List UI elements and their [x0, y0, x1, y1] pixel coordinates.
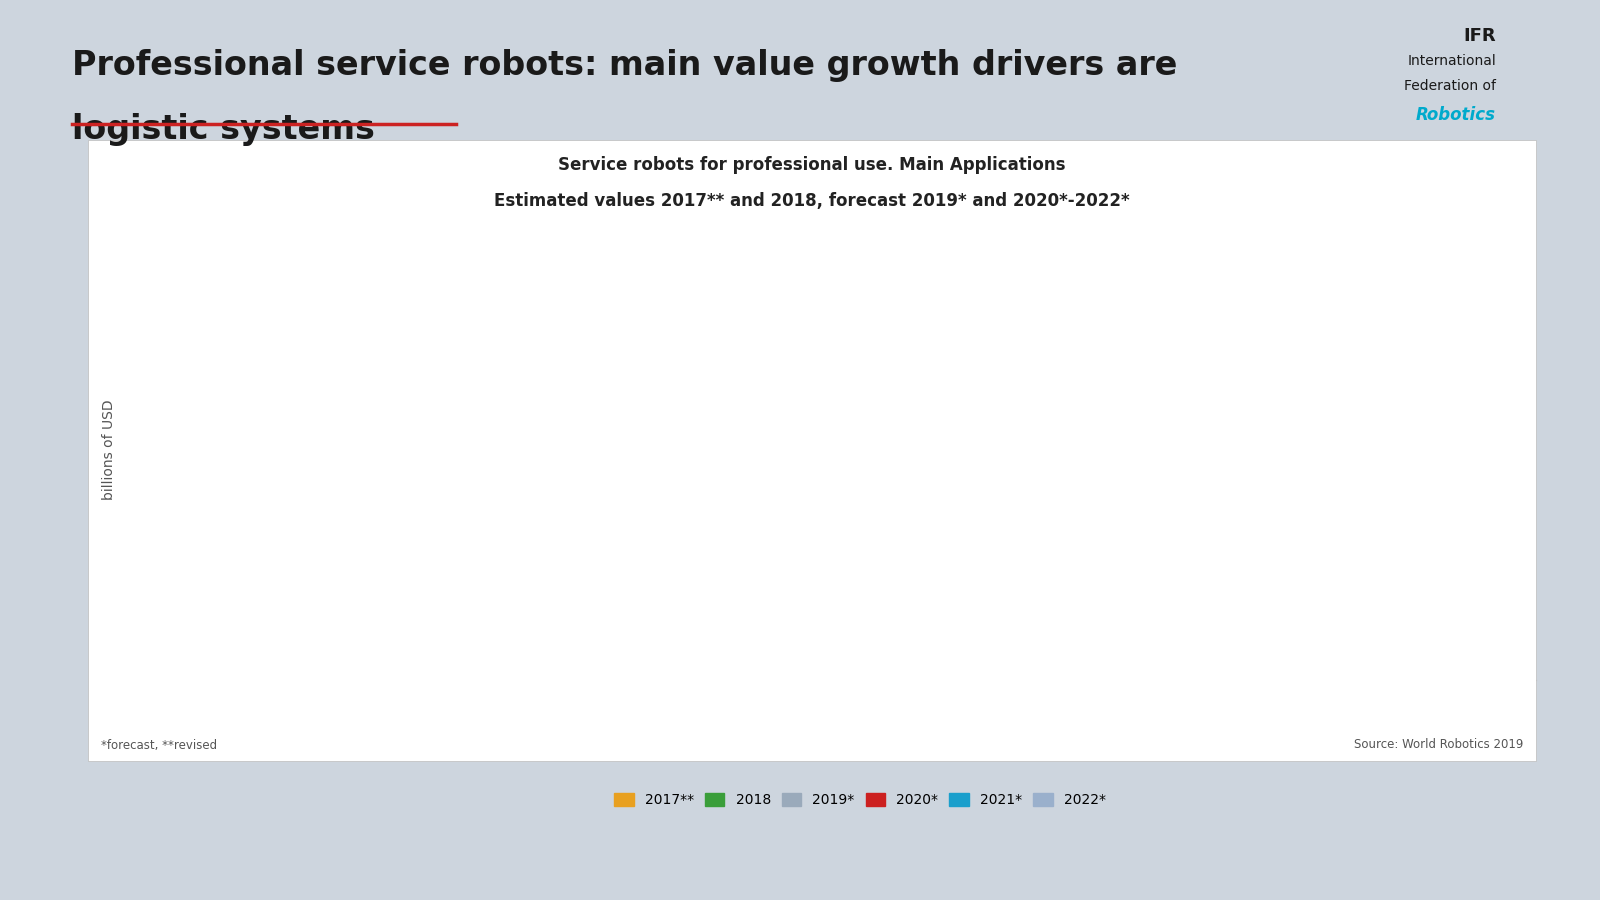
- Text: billions of USD: billions of USD: [102, 400, 115, 500]
- Bar: [1077, 653, 1112, 680]
- Bar: [1198, 662, 1234, 680]
- Bar: [210, 634, 245, 680]
- Text: 1.0: 1.0: [931, 645, 952, 659]
- Text: 2.8: 2.8: [602, 612, 622, 625]
- Legend: 2017**, 2018, 2019*, 2020*, 2021*, 2022*: 2017**, 2018, 2019*, 2020*, 2021*, 2022*: [608, 788, 1112, 813]
- Bar: [1274, 657, 1309, 680]
- Text: International: International: [1408, 54, 1496, 68]
- Bar: [709, 554, 744, 680]
- Text: 3.7: 3.7: [640, 595, 661, 608]
- Text: logistic systems: logistic systems: [72, 112, 374, 146]
- Bar: [1000, 657, 1035, 680]
- Text: Robotics: Robotics: [1416, 106, 1496, 124]
- Bar: [1312, 655, 1347, 680]
- Bar: [1235, 661, 1270, 680]
- Text: 14.1: 14.1: [365, 419, 395, 432]
- Bar: [557, 638, 592, 680]
- Text: 1.2: 1.2: [1282, 642, 1302, 655]
- Text: Service robots for professional use. Main Applications: Service robots for professional use. Mai…: [558, 156, 1066, 174]
- Text: 9.1: 9.1: [754, 513, 774, 526]
- Text: 1.3: 1.3: [1320, 640, 1341, 652]
- Bar: [632, 610, 667, 680]
- Text: 1.0: 1.0: [893, 645, 914, 659]
- Bar: [248, 610, 283, 680]
- Bar: [886, 661, 922, 680]
- Text: 5.7: 5.7: [293, 577, 314, 590]
- Text: 6.7: 6.7: [717, 558, 738, 571]
- Text: Professional service robots: main value growth drivers are: Professional service robots: main value …: [72, 50, 1178, 83]
- Bar: [400, 258, 435, 680]
- Text: 3.7: 3.7: [254, 595, 275, 608]
- Text: 8.9: 8.9: [331, 517, 352, 529]
- Text: 0.9: 0.9: [1205, 647, 1226, 661]
- Text: 5.0: 5.0: [678, 590, 699, 603]
- Bar: [962, 659, 997, 680]
- Text: 1.5: 1.5: [1357, 636, 1378, 649]
- Bar: [1389, 648, 1424, 680]
- Bar: [923, 661, 958, 680]
- Bar: [747, 509, 782, 680]
- Text: 1.1: 1.1: [970, 644, 990, 657]
- Text: 22.5: 22.5: [403, 262, 432, 275]
- Bar: [595, 627, 630, 680]
- Bar: [1038, 655, 1074, 680]
- Bar: [325, 513, 360, 680]
- Text: IFR: IFR: [1464, 27, 1496, 45]
- Bar: [286, 572, 322, 680]
- Text: 1.3: 1.3: [1045, 640, 1066, 652]
- Text: 2.4: 2.4: [218, 619, 238, 633]
- Text: Source: World Robotics 2019: Source: World Robotics 2019: [1354, 739, 1523, 752]
- Text: 1.0: 1.0: [1243, 645, 1264, 659]
- Bar: [1350, 652, 1386, 680]
- Text: 1.7: 1.7: [1395, 633, 1416, 645]
- Text: 1.4: 1.4: [1083, 638, 1104, 651]
- Bar: [670, 586, 706, 680]
- Text: Federation of: Federation of: [1405, 79, 1496, 94]
- Text: 2.2: 2.2: [563, 623, 584, 636]
- Text: 1.2: 1.2: [1008, 642, 1029, 655]
- Text: *forecast, **revised: *forecast, **revised: [101, 739, 218, 752]
- Text: Estimated values 2017** and 2018, forecast 2019* and 2020*-2022*: Estimated values 2017** and 2018, foreca…: [494, 192, 1130, 210]
- Bar: [362, 416, 397, 680]
